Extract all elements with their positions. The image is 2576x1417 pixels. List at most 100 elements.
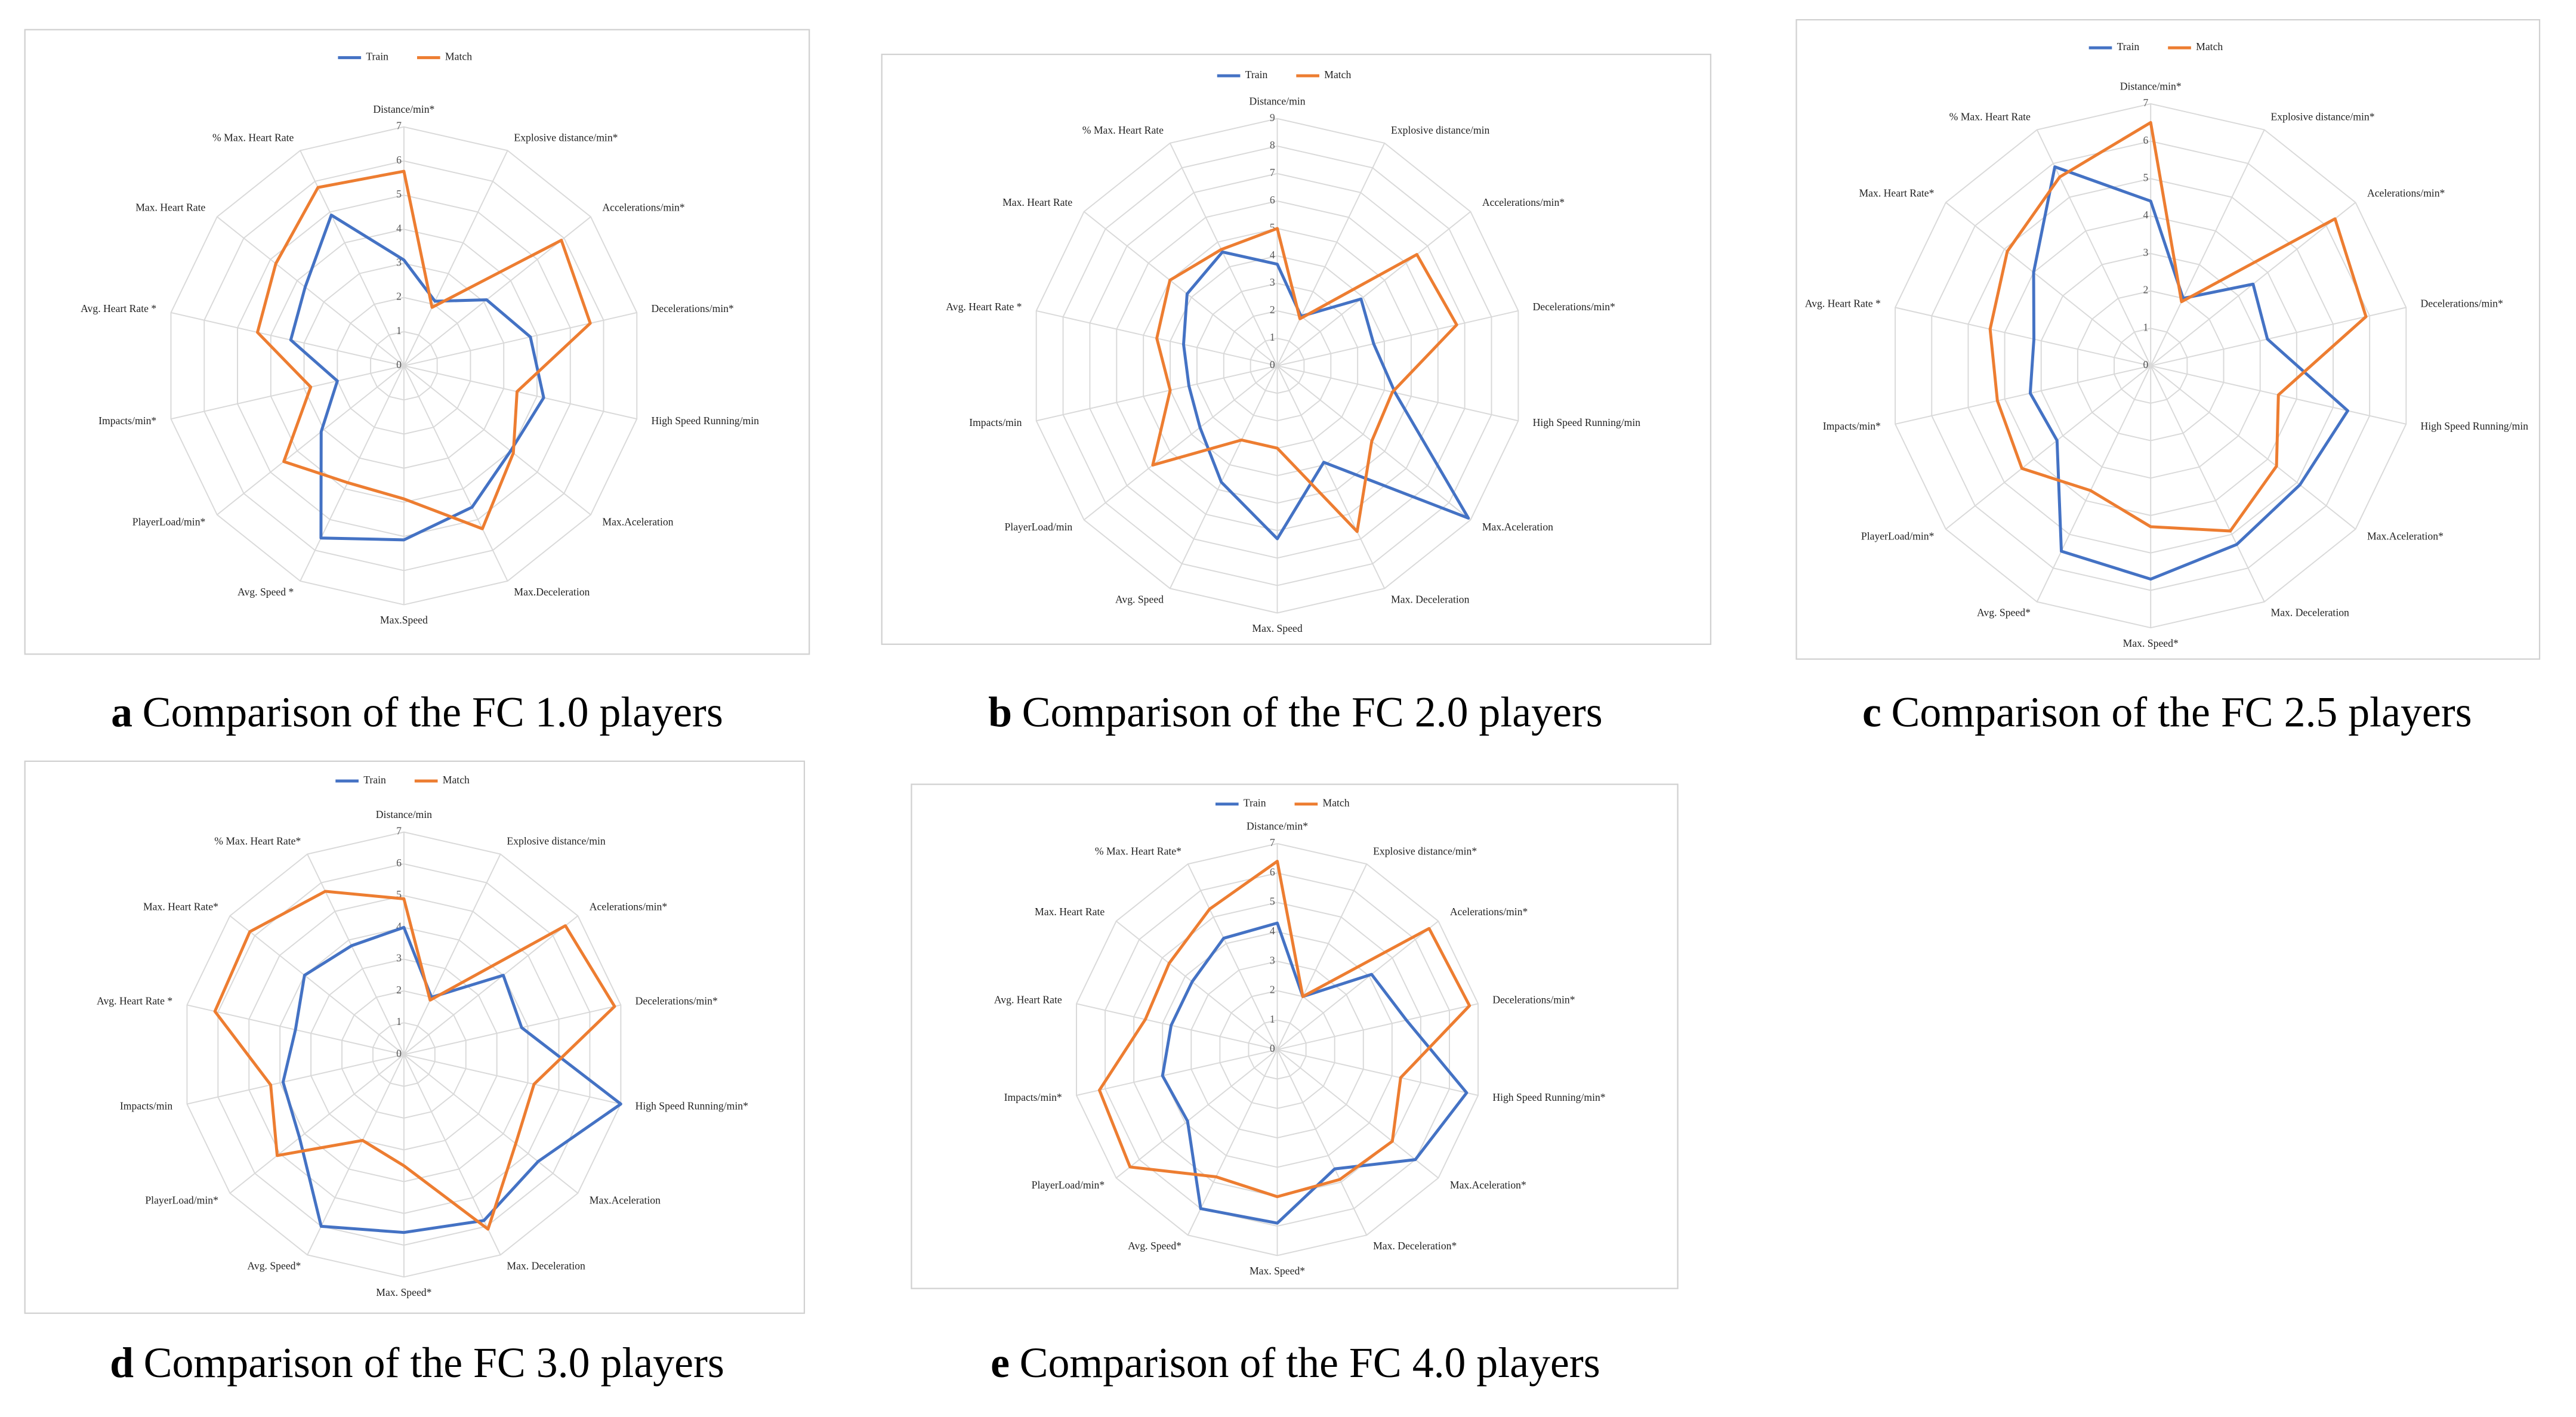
tick-label: 7 <box>396 825 402 837</box>
spoke <box>403 915 578 1055</box>
axis-label: Acelerations/min* <box>1450 906 1528 918</box>
spoke <box>1276 365 1471 521</box>
spoke <box>1169 365 1278 589</box>
series-line <box>1151 227 1458 533</box>
axis-label: Max. Speed* <box>1250 1265 1305 1277</box>
spoke <box>187 1054 405 1105</box>
caption-label: c <box>1862 689 1881 736</box>
spoke <box>403 365 591 515</box>
spoke <box>229 915 405 1055</box>
spoke <box>1036 365 1278 422</box>
spoke <box>403 1054 621 1105</box>
tick-label: 6 <box>1270 866 1275 878</box>
axis-label: % Max. Heart Rate <box>212 131 294 143</box>
tick-label: 3 <box>1270 954 1275 966</box>
spoke <box>1076 1049 1278 1096</box>
axis-label: Accelerations/min* <box>602 202 684 214</box>
tick-label: 4 <box>2143 209 2149 221</box>
tick-label: 1 <box>1270 331 1275 343</box>
axis-label: Max.Aceleration <box>602 516 673 528</box>
series-line <box>289 214 545 542</box>
axis-label: PlayerLoad/min <box>1004 521 1072 533</box>
axis-label: Max. Heart Rate <box>1035 906 1105 918</box>
axis-label: Distance/min <box>376 808 432 820</box>
tick-label: 0 <box>2143 359 2149 371</box>
spoke <box>403 365 508 582</box>
tick-label: 6 <box>2143 134 2149 146</box>
caption-text: Comparison of the FC 4.0 players <box>1020 1339 1600 1387</box>
legend-label: Match <box>443 774 470 786</box>
spoke <box>217 365 405 515</box>
axis-label: Avg. Heart Rate * <box>81 302 156 314</box>
axis-label: Decelerations/min* <box>635 995 718 1007</box>
axis-label: Avg. Speed* <box>1128 1240 1181 1252</box>
caption-text: Comparison of the FC 2.0 players <box>1022 689 1603 736</box>
caption-text: Comparison of the FC 2.5 players <box>1891 689 2472 736</box>
spoke <box>1084 365 1278 521</box>
spoke <box>1116 1049 1278 1179</box>
legend-label: Match <box>2196 41 2223 53</box>
axis-label: Avg. Speed* <box>1977 607 2031 619</box>
caption: a Comparison of the FC 1.0 players <box>111 689 723 736</box>
tick-label: 0 <box>396 359 402 371</box>
tick-label: 2 <box>2143 284 2149 296</box>
tick-label: 7 <box>1270 836 1275 848</box>
spoke <box>2036 365 2152 603</box>
series-line <box>213 890 616 1231</box>
caption: d Comparison of the FC 3.0 players <box>110 1339 724 1387</box>
spoke <box>307 854 405 1055</box>
spoke <box>403 854 501 1055</box>
caption-label: b <box>988 689 1012 736</box>
axis-label: Avg. Speed* <box>247 1259 301 1271</box>
axis-label: Max.Aceleration* <box>1450 1179 1526 1191</box>
tick-label: 6 <box>396 857 402 869</box>
axis-label: % Max. Heart Rate* <box>1095 845 1181 857</box>
axis-label: Max. Heart Rate <box>1002 196 1072 208</box>
axis-label: Avg. Speed <box>1115 593 1164 605</box>
series-line <box>1097 860 1471 1199</box>
axis-label: % Max. Heart Rate <box>1949 111 2031 123</box>
spoke <box>1276 365 1386 589</box>
axis-label: Impacts/min* <box>1823 420 1881 432</box>
caption-label: e <box>991 1339 1010 1387</box>
axis-label: Decelerations/min* <box>1492 993 1575 1005</box>
spoke <box>171 365 405 420</box>
axis-label: PlayerLoad/min* <box>132 516 206 528</box>
radar-panel: 0 1 2 3 4 5 6 7 Distance/min* Explosive distance/… <box>1796 19 2541 660</box>
caption-text: Comparison of the FC 3.0 players <box>144 1339 724 1387</box>
tick-label: 5 <box>396 888 402 900</box>
tick-label: 7 <box>396 120 402 132</box>
tick-label: 5 <box>1270 221 1275 233</box>
radar-panel: 0 1 2 3 4 5 6 7 Distance/min Explosive distance/m… <box>24 760 806 1314</box>
spoke <box>1895 365 2151 425</box>
panel-frame <box>24 760 806 1314</box>
tick-label: 3 <box>1270 276 1275 288</box>
axis-label: Max. Speed* <box>2123 637 2179 649</box>
spoke <box>1945 365 2151 530</box>
axis-label: Max. Speed <box>1252 622 1303 634</box>
axis-label: Impacts/min* <box>1004 1091 1062 1103</box>
axis-label: Avg. Heart Rate * <box>946 301 1022 313</box>
axis-label: Impacts/min* <box>98 415 156 427</box>
panel-frame <box>24 29 810 655</box>
spoke <box>229 1054 405 1194</box>
axis-label: Explosive distance/min <box>1391 124 1489 136</box>
tick-label: 4 <box>396 222 402 234</box>
legend-label: Train <box>366 51 388 63</box>
spoke <box>1277 310 1519 367</box>
tick-label: 0 <box>1270 359 1275 371</box>
spoke <box>1277 1049 1479 1096</box>
axis-label: Max.Speed <box>380 614 428 626</box>
spoke <box>217 216 405 366</box>
tick-label: 5 <box>396 188 402 200</box>
caption: c Comparison of the FC 2.5 players <box>1862 689 2472 736</box>
panel-frame <box>881 54 1711 645</box>
spoke <box>403 312 637 367</box>
axis-label: Max. Deceleration <box>507 1259 585 1271</box>
axis-label: Avg. Heart Rate * <box>97 995 172 1007</box>
tick-label: 5 <box>1270 896 1275 907</box>
series-line <box>1161 921 1469 1225</box>
axis-label: Acelerations/min* <box>590 900 667 912</box>
spoke <box>403 365 637 420</box>
